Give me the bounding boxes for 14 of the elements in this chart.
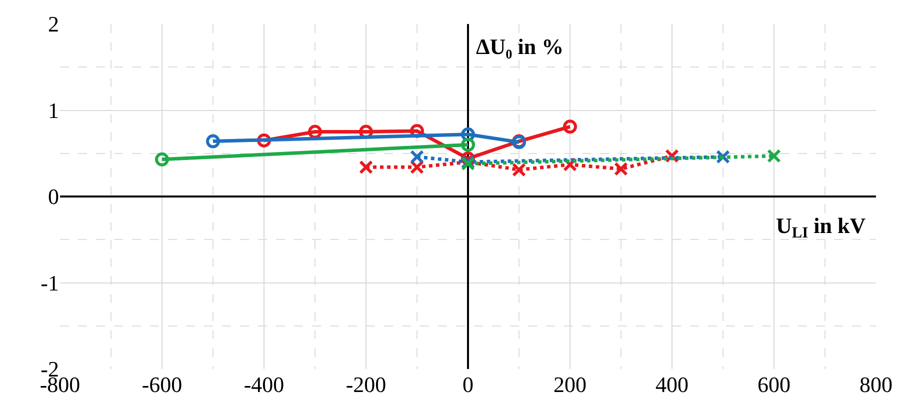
x-tick-label: 800 [860, 372, 892, 397]
y-tick-label: 0 [48, 184, 59, 210]
x-tick-label: 200 [554, 372, 586, 397]
x-tick-label: -200 [346, 372, 386, 397]
x-axis-title: U$_{LI}$ in kV [776, 213, 866, 242]
y-tick-label: -1 [40, 270, 59, 296]
x-tick-label: -400 [244, 372, 284, 397]
x-tick-label: 600 [758, 372, 790, 397]
y-tick-label: 2 [48, 12, 59, 37]
x-tick-label: 400 [656, 372, 688, 397]
x-tick-label: -600 [142, 372, 182, 397]
x-tick-label: 0 [462, 372, 474, 397]
y-tick-label: 1 [48, 98, 59, 123]
y-axis-title: ΔU₀ in % [476, 34, 564, 59]
